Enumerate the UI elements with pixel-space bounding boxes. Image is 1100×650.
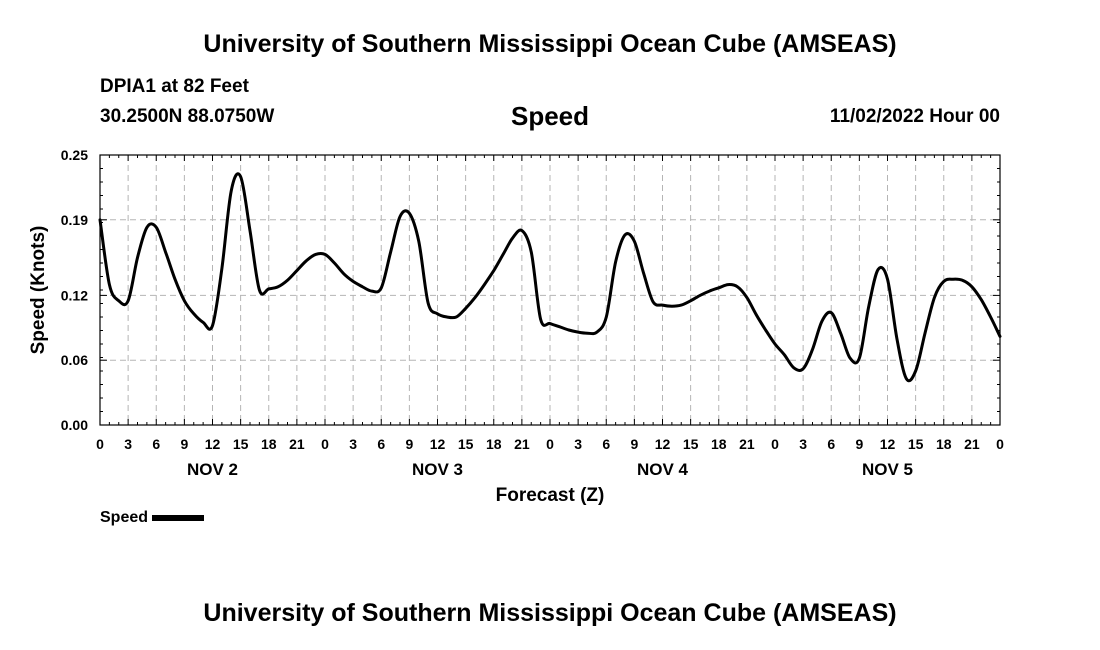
x-tick-label: 3	[124, 436, 132, 452]
x-tick-label: 18	[486, 436, 502, 452]
station-label: DPIA1 at 82 Feet	[100, 76, 249, 97]
y-tick-label: 0.06	[61, 352, 88, 368]
x-tick-label: 3	[799, 436, 807, 452]
y-axis-title: Speed (Knots)	[28, 226, 49, 355]
y-tick-label: 0.19	[61, 212, 88, 228]
chart-title-bottom: University of Southern Mississippi Ocean…	[203, 599, 897, 627]
legend-label: Speed	[100, 509, 149, 526]
x-tick-label: 21	[739, 436, 755, 452]
x-tick-label: 0	[996, 436, 1004, 452]
day-label: NOV 2	[187, 460, 238, 479]
x-tick-label: 9	[180, 436, 188, 452]
x-tick-label: 12	[430, 436, 446, 452]
variable-title: Speed	[510, 101, 590, 131]
x-tick-label: 15	[233, 436, 249, 452]
x-tick-label: 6	[377, 436, 385, 452]
x-tick-label: 6	[827, 436, 835, 452]
x-tick-label: 0	[96, 436, 104, 452]
axis-tick-labels: 0 3 6 9 12 15 18 21 0 3 6 9 12 15 18 21 0 3 6 9 12 15 18 21 0 3 6 9…	[61, 147, 1004, 479]
x-tick-label: 3	[349, 436, 357, 452]
x-tick-label: 6	[152, 436, 160, 452]
x-tick-label: 3	[574, 436, 582, 452]
x-tick-label: 0	[321, 436, 329, 452]
y-tick-label: 0.25	[61, 147, 88, 163]
coordinates-label: 30.2500N 88.0750W	[100, 106, 275, 127]
plot-frame	[99, 154, 1001, 426]
legend-swatch	[152, 515, 205, 521]
x-tick-label: 0	[546, 436, 554, 452]
x-tick-label: 12	[880, 436, 896, 452]
x-tick-label: 18	[936, 436, 952, 452]
day-label: NOV 3	[412, 460, 463, 479]
x-tick-label: 6	[602, 436, 610, 452]
forecast-datetime: 11/02/2022 Hour 00	[829, 106, 1000, 127]
x-tick-label: 9	[405, 436, 413, 452]
y-tick-label: 0.12	[61, 287, 88, 303]
x-tick-label: 9	[630, 436, 638, 452]
grid-lines	[100, 155, 1000, 425]
x-tick-label: 15	[908, 436, 924, 452]
x-tick-label: 9	[855, 436, 863, 452]
x-tick-label: 18	[711, 436, 727, 452]
chart-title-top: University of Southern Mississippi Ocean…	[203, 30, 897, 58]
x-tick-label: 21	[289, 436, 305, 452]
x-tick-label: 21	[964, 436, 980, 452]
speed-series-line	[98, 172, 1002, 383]
x-tick-label: 21	[514, 436, 530, 452]
x-axis-title: Forecast (Z)	[496, 485, 605, 506]
x-tick-label: 12	[205, 436, 221, 452]
legend: Speed	[100, 509, 205, 527]
x-tick-label: 0	[771, 436, 779, 452]
day-label: NOV 5	[862, 460, 913, 479]
x-tick-label: 18	[261, 436, 277, 452]
y-tick-label: 0.00	[61, 417, 88, 433]
x-tick-label: 12	[655, 436, 671, 452]
x-tick-label: 15	[683, 436, 699, 452]
x-tick-label: 15	[458, 436, 474, 452]
day-label: NOV 4	[637, 460, 689, 479]
